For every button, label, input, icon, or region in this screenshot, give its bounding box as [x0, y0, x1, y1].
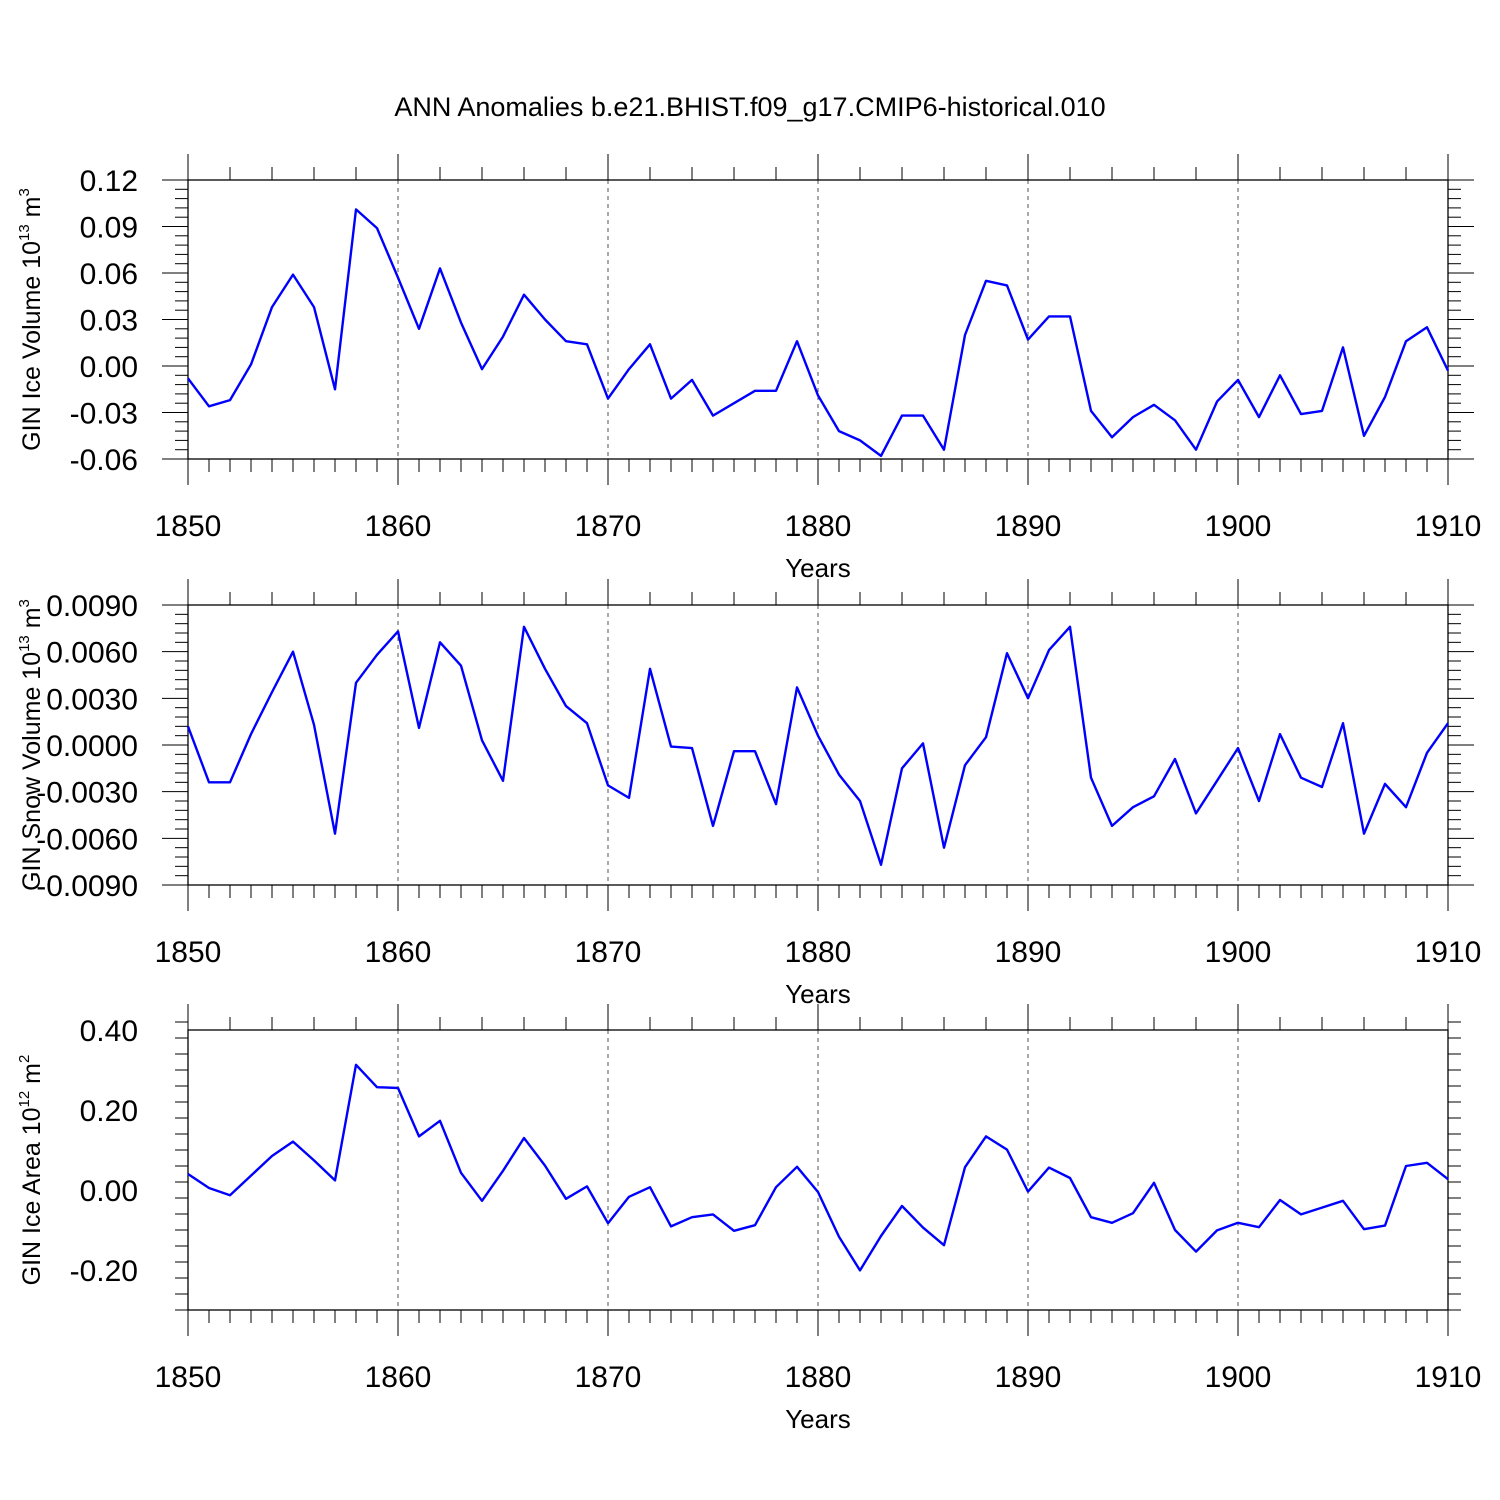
x-tick-label: 1880 [785, 510, 852, 543]
y-tick-label: 0.06 [80, 258, 138, 291]
x-axis-title: Years [785, 553, 851, 583]
x-tick-label: 1910 [1415, 1361, 1482, 1394]
x-tick-label: 1890 [995, 1361, 1062, 1394]
y-tick-label: -0.0090 [36, 870, 138, 903]
x-tick-label: 1870 [575, 510, 642, 543]
x-tick-label: 1850 [155, 1361, 222, 1394]
y-tick-label: 0.12 [80, 165, 138, 198]
x-tick-label: 1880 [785, 936, 852, 969]
y-tick-label: 0.0060 [46, 637, 138, 670]
y-tick-label: -0.0030 [36, 777, 138, 810]
y-tick-label: -0.0060 [36, 823, 138, 856]
series-line [187, 208, 1450, 458]
y-tick-label: 0.00 [80, 351, 138, 384]
y-tick-label: 0.0090 [46, 590, 138, 623]
y-axis-title: GIN Ice Area 1012 m2 [16, 1055, 46, 1286]
x-tick-label: 1860 [365, 1361, 432, 1394]
y-tick-label: 0.09 [80, 212, 138, 245]
y-tick-label: -0.03 [70, 398, 138, 431]
x-tick-label: 1850 [155, 510, 222, 543]
x-tick-label: 1900 [1205, 936, 1272, 969]
x-tick-label: 1890 [995, 510, 1062, 543]
y-tick-label: 0.00 [80, 1175, 138, 1208]
y-tick-label: 0.0000 [46, 730, 138, 763]
chart-panel-1: 0.12 0.09 0.06 0.03 0.00 -0.03 -0.06 1850 1860 18… [16, 154, 1481, 583]
y-tick-label: -0.06 [70, 444, 138, 477]
chart-title: ANN Anomalies b.e21.BHIST.f09_g17.CMIP6-… [394, 92, 1105, 122]
series-line [187, 1063, 1449, 1272]
y-axis-title: GIN Ice Volume 1013 m3 [16, 188, 46, 451]
x-tick-label: 1890 [995, 936, 1062, 969]
x-tick-label: 1900 [1205, 1361, 1272, 1394]
series-line [186, 625, 1449, 866]
x-tick-label: 1900 [1205, 510, 1272, 543]
x-tick-label: 1870 [575, 1361, 642, 1394]
x-tick-label: 1880 [785, 1361, 852, 1394]
y-axis-title: GIN Snow Volume 1013 m3 [16, 599, 46, 891]
y-tick-label: 0.0030 [46, 683, 138, 716]
chart-panel-3: 0.40 0.20 0.00 -0.20 1850 1860 1870 1880 1890 190… [16, 1004, 1481, 1434]
x-tick-label: 1910 [1415, 936, 1482, 969]
x-tick-label: 1850 [155, 936, 222, 969]
y-tick-label: -0.20 [70, 1255, 138, 1288]
x-axis-title: Years [785, 1404, 851, 1434]
y-tick-label: 0.03 [80, 305, 138, 338]
x-tick-label: 1860 [365, 936, 432, 969]
chart-panels: 0.12 0.09 0.06 0.03 0.00 -0.03 -0.06 1850 1860 18… [16, 154, 1481, 1434]
x-tick-label: 1910 [1415, 510, 1482, 543]
x-tick-label: 1870 [575, 936, 642, 969]
y-tick-label: 0.20 [80, 1095, 138, 1128]
chart-panel-2: 0.0090 0.0060 0.0030 0.0000 -0.0030 -0.0060 -0… [16, 579, 1481, 1009]
x-tick-label: 1860 [365, 510, 432, 543]
y-tick-label: 0.40 [80, 1015, 138, 1048]
